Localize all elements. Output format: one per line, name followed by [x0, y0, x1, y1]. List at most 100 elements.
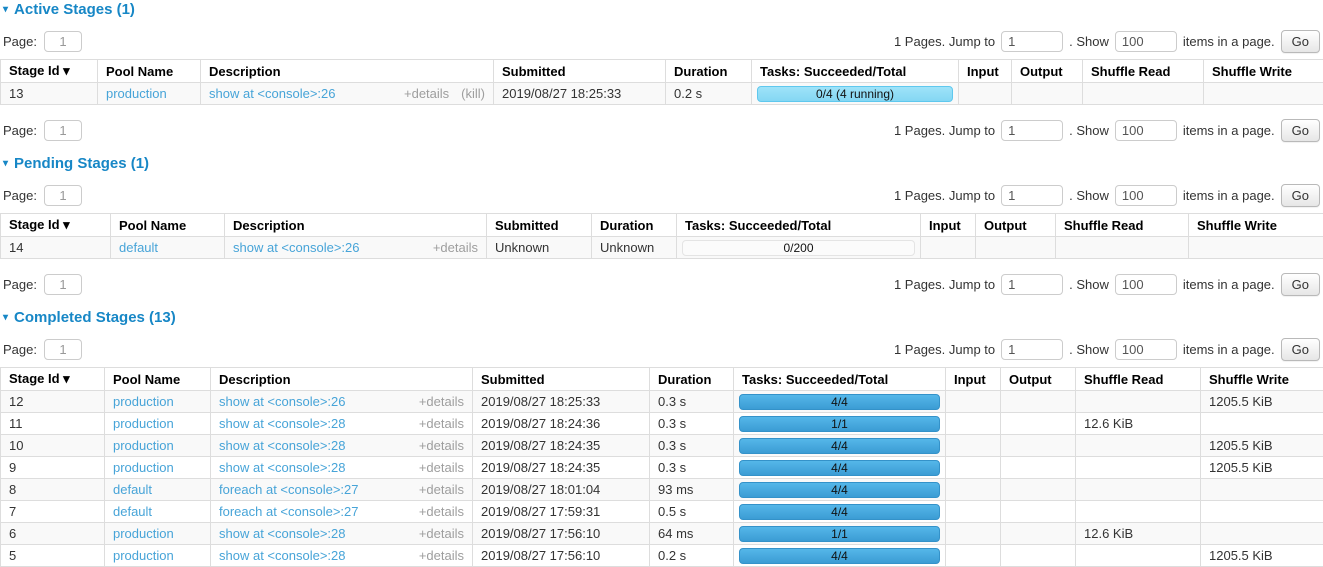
active-stages-heading[interactable]: ▾ Active Stages (1) — [3, 2, 1321, 18]
table-row: 10 production show at <console>:28 +deta… — [1, 435, 1323, 457]
tasks-progress-bar: 0/4 (4 running) — [757, 86, 953, 102]
column-header[interactable]: Submitted — [473, 368, 650, 391]
shuffle-write-cell — [1189, 237, 1323, 259]
pages-jump-label: 1 Pages. Jump to — [894, 123, 995, 138]
column-header[interactable]: Submitted — [494, 60, 666, 83]
column-header[interactable]: Input — [959, 60, 1012, 83]
description-link[interactable]: show at <console>:28 — [219, 548, 407, 563]
column-header[interactable]: Tasks: Succeeded/Total — [752, 60, 959, 83]
kill-link[interactable]: (kill) — [461, 86, 485, 101]
pool-name-link[interactable]: production — [113, 548, 174, 563]
column-header[interactable]: Stage Id ▾ — [1, 60, 98, 83]
submitted-cell: 2019/08/27 18:24:35 — [473, 435, 650, 457]
table-row: 6 production show at <console>:28 +detai… — [1, 523, 1323, 545]
go-button[interactable]: Go — [1281, 273, 1320, 296]
go-button[interactable]: Go — [1281, 119, 1320, 142]
column-header[interactable]: Output — [976, 214, 1056, 237]
details-link[interactable]: +details — [433, 240, 478, 255]
column-header[interactable]: Shuffle Write — [1189, 214, 1323, 237]
items-per-page-input[interactable] — [1115, 31, 1177, 52]
column-header[interactable]: Tasks: Succeeded/Total — [677, 214, 921, 237]
column-header[interactable]: Pool Name — [105, 368, 211, 391]
pool-name-link[interactable]: default — [119, 240, 158, 255]
shuffle-read-cell — [1076, 501, 1201, 523]
column-header[interactable]: Shuffle Read — [1076, 368, 1201, 391]
details-link[interactable]: +details — [419, 504, 464, 519]
details-link[interactable]: +details — [419, 394, 464, 409]
page-number-input[interactable] — [44, 339, 82, 360]
jump-to-page-input[interactable] — [1001, 185, 1063, 206]
column-header[interactable]: Input — [921, 214, 976, 237]
page-number-input[interactable] — [44, 120, 82, 141]
page-number-input[interactable] — [44, 31, 82, 52]
details-link[interactable]: +details — [419, 482, 464, 497]
completed-stages-heading[interactable]: ▾ Completed Stages (13) — [3, 310, 1321, 326]
column-header[interactable]: Pool Name — [111, 214, 225, 237]
jump-to-page-input[interactable] — [1001, 274, 1063, 295]
go-button[interactable]: Go — [1281, 338, 1320, 361]
column-header[interactable]: Tasks: Succeeded/Total — [734, 368, 946, 391]
column-header[interactable]: Shuffle Write — [1204, 60, 1323, 83]
column-header[interactable]: Duration — [666, 60, 752, 83]
go-button[interactable]: Go — [1281, 30, 1320, 53]
page-number-input[interactable] — [44, 185, 82, 206]
items-per-page-input[interactable] — [1115, 120, 1177, 141]
pool-name-link[interactable]: production — [113, 460, 174, 475]
jump-to-page-input[interactable] — [1001, 120, 1063, 141]
tasks-cell: 4/4 — [734, 435, 946, 457]
pool-name-link[interactable]: production — [113, 526, 174, 541]
shuffle-read-cell — [1083, 83, 1204, 105]
details-link[interactable]: +details — [419, 460, 464, 475]
items-per-page-input[interactable] — [1115, 185, 1177, 206]
pool-name-cell: default — [105, 479, 211, 501]
pending-stages-heading[interactable]: ▾ Pending Stages (1) — [3, 156, 1321, 172]
column-header[interactable]: Stage Id ▾ — [1, 214, 111, 237]
column-header[interactable]: Description — [211, 368, 473, 391]
description-link[interactable]: show at <console>:28 — [219, 526, 407, 541]
description-link[interactable]: show at <console>:26 — [219, 394, 407, 409]
details-link[interactable]: +details — [419, 438, 464, 453]
pool-name-link[interactable]: default — [113, 504, 152, 519]
input-cell — [946, 545, 1001, 567]
column-header[interactable]: Shuffle Read — [1083, 60, 1204, 83]
column-header[interactable]: Output — [1001, 368, 1076, 391]
stage-id-cell: 9 — [1, 457, 105, 479]
details-link[interactable]: +details — [419, 526, 464, 541]
jump-to-page-input[interactable] — [1001, 339, 1063, 360]
items-per-page-input[interactable] — [1115, 339, 1177, 360]
pool-name-link[interactable]: production — [113, 394, 174, 409]
pool-name-link[interactable]: production — [106, 86, 167, 101]
pool-name-cell: production — [105, 435, 211, 457]
items-label: items in a page. — [1183, 123, 1275, 138]
pool-name-link[interactable]: production — [113, 416, 174, 431]
details-link[interactable]: +details — [419, 548, 464, 563]
details-link[interactable]: +details — [419, 416, 464, 431]
jump-to-page-input[interactable] — [1001, 31, 1063, 52]
shuffle-read-cell — [1076, 479, 1201, 501]
description-link[interactable]: foreach at <console>:27 — [219, 482, 407, 497]
page-number-input[interactable] — [44, 274, 82, 295]
description-link[interactable]: show at <console>:28 — [219, 438, 407, 453]
column-header[interactable]: Shuffle Write — [1201, 368, 1323, 391]
pool-name-link[interactable]: default — [113, 482, 152, 497]
column-header[interactable]: Input — [946, 368, 1001, 391]
go-button[interactable]: Go — [1281, 184, 1320, 207]
description-link[interactable]: show at <console>:26 — [233, 240, 421, 255]
pool-name-cell: production — [105, 545, 211, 567]
column-header[interactable]: Output — [1012, 60, 1083, 83]
column-header[interactable]: Shuffle Read — [1056, 214, 1189, 237]
pool-name-link[interactable]: production — [113, 438, 174, 453]
items-per-page-input[interactable] — [1115, 274, 1177, 295]
column-header[interactable]: Stage Id ▾ — [1, 368, 105, 391]
column-header[interactable]: Submitted — [487, 214, 592, 237]
column-header[interactable]: Pool Name — [98, 60, 201, 83]
description-link[interactable]: show at <console>:28 — [219, 416, 407, 431]
column-header[interactable]: Description — [225, 214, 487, 237]
column-header[interactable]: Description — [201, 60, 494, 83]
column-header[interactable]: Duration — [592, 214, 677, 237]
column-header[interactable]: Duration — [650, 368, 734, 391]
description-link[interactable]: foreach at <console>:27 — [219, 504, 407, 519]
details-link[interactable]: +details — [404, 86, 449, 101]
description-link[interactable]: show at <console>:26 — [209, 86, 392, 101]
description-link[interactable]: show at <console>:28 — [219, 460, 407, 475]
